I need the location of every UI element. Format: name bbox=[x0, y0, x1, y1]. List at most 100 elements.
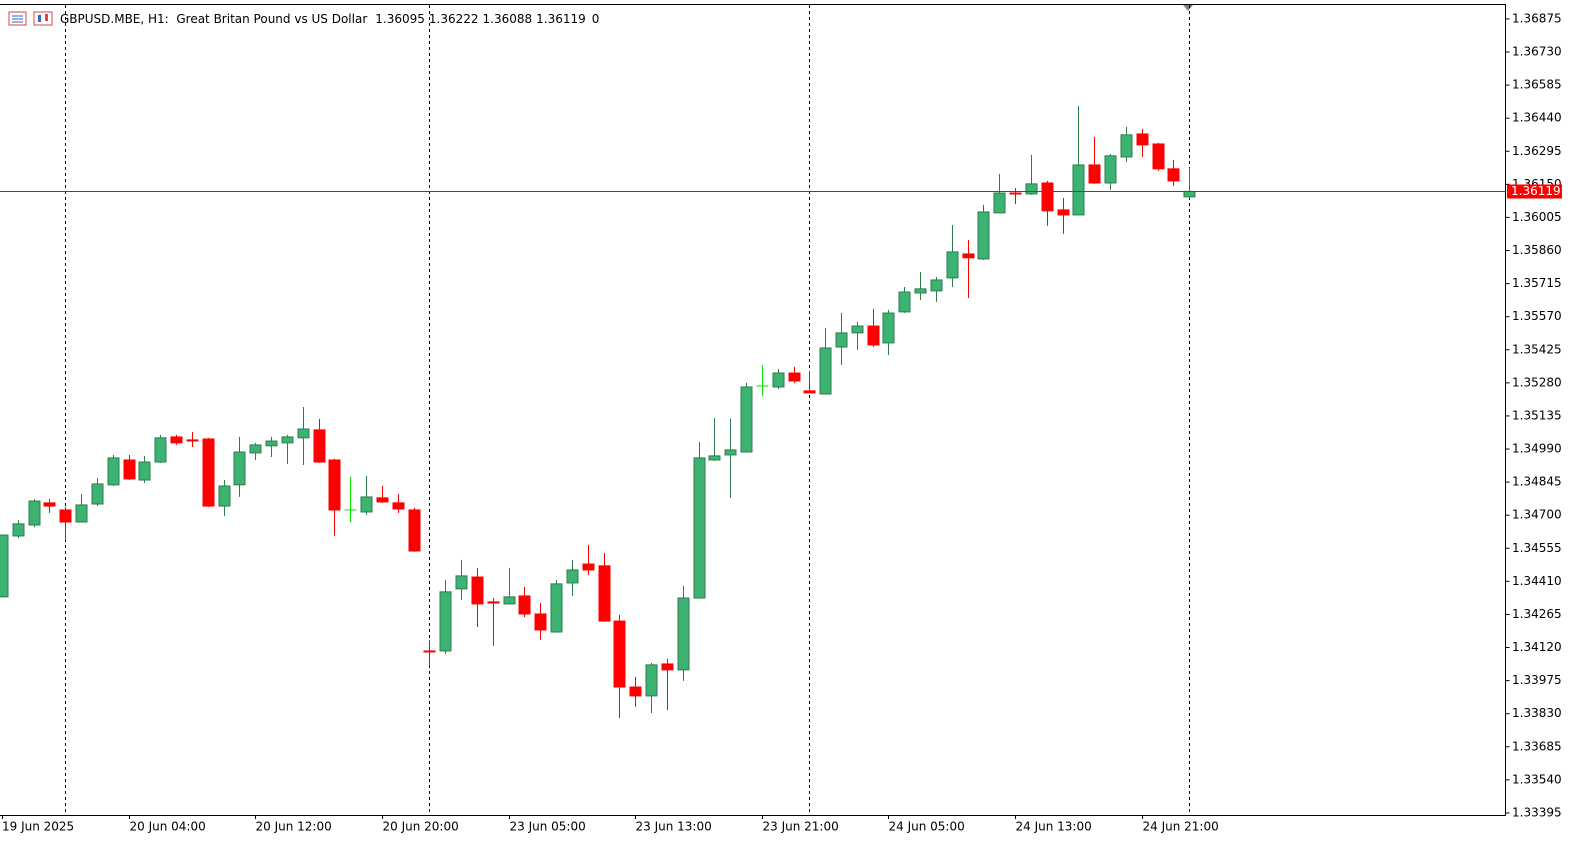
candle-body bbox=[0, 534, 9, 598]
candle-body bbox=[1025, 183, 1038, 195]
candle-body bbox=[1104, 155, 1117, 184]
candle-body bbox=[376, 497, 389, 503]
x-tick-label: 24 Jun 05:00 bbox=[889, 820, 965, 834]
candle-body bbox=[107, 457, 120, 486]
candle-body bbox=[28, 500, 41, 526]
candle-body bbox=[582, 563, 595, 571]
candle-body bbox=[645, 664, 658, 697]
candle-body bbox=[313, 429, 326, 463]
candle-body bbox=[471, 576, 484, 605]
y-tick-label: 1.33395 bbox=[1512, 805, 1562, 819]
candle-body bbox=[202, 438, 215, 507]
candle-body bbox=[75, 504, 88, 523]
candle-body bbox=[297, 428, 310, 439]
candle-body bbox=[59, 509, 72, 523]
y-tick-label: 1.33830 bbox=[1512, 706, 1562, 720]
candle-body bbox=[566, 569, 579, 584]
header-suffix: 0 bbox=[592, 12, 600, 26]
candle-body bbox=[550, 583, 563, 633]
candle-body bbox=[993, 192, 1006, 214]
y-tick-label: 1.36730 bbox=[1512, 45, 1562, 59]
header-close: 1.36119 bbox=[536, 12, 586, 26]
candle-body bbox=[1120, 134, 1133, 158]
candle-body bbox=[1088, 164, 1101, 184]
candle-body bbox=[946, 251, 959, 279]
candle-body bbox=[1152, 143, 1165, 170]
candle-body bbox=[12, 523, 25, 537]
candle-body bbox=[1009, 192, 1022, 195]
y-tick-label: 1.34845 bbox=[1512, 475, 1562, 489]
icon-bar bbox=[45, 14, 48, 21]
candle-body bbox=[930, 279, 943, 292]
x-tick-label: 20 Jun 12:00 bbox=[256, 820, 332, 834]
candle-body bbox=[233, 451, 246, 486]
candle-body bbox=[423, 650, 436, 653]
candle-body bbox=[186, 439, 199, 442]
chart-title: GBPUSD.MBE, H1: Great Britan Pound vs US… bbox=[60, 12, 367, 26]
y-tick-label: 1.35425 bbox=[1512, 342, 1562, 356]
y-tick-label: 1.34265 bbox=[1512, 607, 1562, 621]
candle-body bbox=[1167, 168, 1180, 182]
candle-body bbox=[328, 459, 341, 511]
y-tick-label: 1.34120 bbox=[1512, 640, 1562, 654]
candle-body bbox=[1183, 190, 1196, 198]
candle-body bbox=[170, 436, 183, 444]
candle-body bbox=[867, 325, 880, 346]
candle-body bbox=[598, 565, 611, 622]
candle-body bbox=[898, 291, 911, 313]
candle-body bbox=[1136, 133, 1149, 146]
candle-body bbox=[962, 253, 975, 259]
candle-body bbox=[123, 459, 136, 480]
candle-body bbox=[487, 601, 500, 604]
candle-body bbox=[138, 461, 151, 481]
candle-body bbox=[693, 457, 706, 599]
candle-body bbox=[360, 496, 373, 513]
candle-body bbox=[249, 444, 262, 454]
y-tick-label: 1.33685 bbox=[1512, 739, 1562, 753]
candle-body bbox=[392, 502, 405, 510]
candle-body bbox=[882, 312, 895, 344]
y-tick-label: 1.35135 bbox=[1512, 408, 1562, 422]
last-price-box bbox=[1507, 184, 1562, 199]
candle-body bbox=[43, 502, 56, 507]
candle-body bbox=[677, 597, 690, 671]
candle-body bbox=[803, 390, 816, 394]
y-tick-label: 1.34555 bbox=[1512, 541, 1562, 555]
candle-body bbox=[218, 485, 231, 507]
chart-header: GBPUSD.MBE, H1: Great Britan Pound vs US… bbox=[60, 12, 599, 26]
candle-body bbox=[408, 509, 421, 552]
candle-body bbox=[503, 596, 516, 605]
candle-body bbox=[281, 436, 294, 444]
candle-body bbox=[629, 686, 642, 697]
y-tick-label: 1.36585 bbox=[1512, 78, 1562, 92]
y-tick-label: 1.34410 bbox=[1512, 574, 1562, 588]
shift-marker bbox=[1183, 5, 1193, 11]
header-open: 1.36095 bbox=[375, 12, 425, 26]
candle-body bbox=[819, 347, 832, 395]
header-icons bbox=[8, 11, 53, 26]
y-tick-label: 1.36295 bbox=[1512, 144, 1562, 158]
candle-body bbox=[788, 372, 801, 382]
x-tick-label: 24 Jun 13:00 bbox=[1016, 820, 1092, 834]
candle-body bbox=[455, 575, 468, 590]
candle-body bbox=[613, 620, 626, 688]
x-tick-label: 19 Jun 2025 bbox=[2, 820, 74, 834]
y-tick-label: 1.35570 bbox=[1512, 309, 1562, 323]
y-tick-label: 1.33540 bbox=[1512, 772, 1562, 786]
x-tick-label: 20 Jun 04:00 bbox=[130, 820, 206, 834]
candle-body bbox=[534, 613, 547, 631]
candle-body bbox=[265, 440, 278, 447]
candle-body bbox=[740, 386, 753, 453]
y-tick-label: 1.35280 bbox=[1512, 375, 1562, 389]
candle-body bbox=[439, 591, 452, 652]
x-tick-label: 23 Jun 05:00 bbox=[510, 820, 586, 834]
icon-bar bbox=[38, 15, 41, 22]
header-low: 1.36088 bbox=[483, 12, 533, 26]
y-tick-label: 1.36875 bbox=[1512, 11, 1562, 25]
candle-body bbox=[1072, 164, 1085, 216]
header-high: 1.36222 bbox=[429, 12, 479, 26]
x-tick-label: 23 Jun 13:00 bbox=[636, 820, 712, 834]
